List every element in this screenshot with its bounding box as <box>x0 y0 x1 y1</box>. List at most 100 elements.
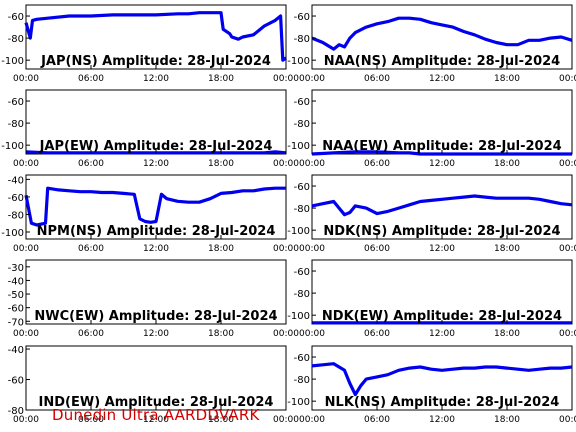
y-tick-label: -100 <box>287 226 310 237</box>
y-tick-label: -40 <box>8 276 24 287</box>
y-tick-label: -100 <box>1 228 24 239</box>
x-tick-label: 18:00 <box>208 415 234 425</box>
y-tick-label: -80 <box>8 119 24 130</box>
panel-0: -60 -80 -100 00:00 06:00 12:00 18:00 00:00JAP(N… <box>1 4 299 84</box>
x-tick-label: 12:00 <box>429 159 455 169</box>
panel-title: NAA(NS) Amplitude: 28-Jul-2024 <box>324 54 560 69</box>
x-tick-label: 00:00 <box>559 329 576 339</box>
panel-title: JAP(NS) Amplitude: 28-Jul-2024 <box>40 54 271 69</box>
y-tick-label: -60 <box>294 182 310 193</box>
x-tick-label: 18:00 <box>494 159 520 169</box>
x-tick-label: 12:00 <box>429 244 455 254</box>
x-tick-label: 12:00 <box>143 415 169 425</box>
y-tick-label: -100 <box>287 397 310 408</box>
y-tick-label: -30 <box>8 263 24 274</box>
y-tick-label: -70 <box>8 317 24 328</box>
y-tick-label: -50 <box>8 290 24 301</box>
y-tick-label: -100 <box>1 56 24 67</box>
x-tick-label: 12:00 <box>429 329 455 339</box>
x-tick-label: 06:00 <box>78 329 104 339</box>
footer-label: Dunedin Ultra AARDDVARK <box>52 406 260 424</box>
x-tick-label: 00:00 <box>559 74 576 84</box>
x-tick-label: 00:00 <box>559 159 576 169</box>
x-tick-label: 00:00 <box>559 415 576 425</box>
x-tick-label: 00:00 <box>559 244 576 254</box>
x-tick-label: 00:00 <box>299 244 325 254</box>
series-line <box>311 16 573 51</box>
y-tick-label: -100 <box>287 311 310 322</box>
panel-7: -60 -80 -100 00:00 06:00 12:00 18:00 00:00 NDK(E… <box>287 259 576 339</box>
panel-3: -60 -80 -100 00:00 06:00 12:00 18:00 00:00 NAA(E… <box>287 89 576 169</box>
series-line <box>25 150 287 155</box>
panel-title: NDK(EW) Amplitude: 28-Jul-2024 <box>322 309 562 324</box>
panel-title: NPM(NS) Amplitude: 28-Jul-2024 <box>37 224 276 239</box>
x-tick-label: 06:00 <box>78 159 104 169</box>
x-tick-label: 00:00 <box>273 159 299 169</box>
x-tick-label: 06:00 <box>364 244 390 254</box>
x-tick-label: 06:00 <box>364 74 390 84</box>
y-tick-label: -40 <box>8 345 24 356</box>
panel-title: NWC(EW) Amplitude: 28-Jul-2024 <box>34 309 277 324</box>
y-tick-label: -80 <box>294 34 310 45</box>
x-tick-label: 18:00 <box>208 329 234 339</box>
series-line <box>24 11 287 62</box>
x-tick-label: 06:00 <box>78 415 104 425</box>
y-tick-label: -60 <box>8 376 24 387</box>
y-tick-label: -40 <box>8 175 24 186</box>
series-line <box>311 194 573 217</box>
x-tick-label: 06:00 <box>78 74 104 84</box>
y-tick-label: -60 <box>294 97 310 108</box>
series-line <box>311 362 573 397</box>
y-tick-label: -80 <box>294 204 310 215</box>
y-tick-label: -60 <box>294 12 310 23</box>
x-tick-label: 00:00 <box>273 74 299 84</box>
y-tick-label: -60 <box>8 12 24 23</box>
y-tick-label: -80 <box>294 375 310 386</box>
y-tick-label: -80 <box>8 210 24 221</box>
x-tick-label: 00:00 <box>13 415 39 425</box>
panel-2: -60 -80 -100 00:00 06:00 12:00 18:00 00:00JAP(E… <box>1 89 299 169</box>
x-tick-label: 06:00 <box>364 159 390 169</box>
panel-title: NDK(NS) Amplitude: 28-Jul-2024 <box>323 224 560 239</box>
y-tick-label: -60 <box>8 193 24 204</box>
panel-title: IND(EW) Amplitude: 28-Jul-2024 <box>39 395 274 410</box>
x-tick-label: 18:00 <box>208 159 234 169</box>
y-tick-label: -100 <box>1 141 24 152</box>
x-tick-label: 00:00 <box>273 329 299 339</box>
x-tick-label: 00:00 <box>273 244 299 254</box>
x-tick-label: 06:00 <box>364 329 390 339</box>
x-tick-label: 00:00 <box>299 74 325 84</box>
x-tick-label: 00:00 <box>299 329 325 339</box>
y-tick-label: -80 <box>8 406 24 417</box>
x-tick-label: 00:00 <box>299 415 325 425</box>
y-tick-label: -60 <box>294 353 310 364</box>
y-tick-label: -100 <box>287 56 310 67</box>
x-tick-label: 12:00 <box>429 415 455 425</box>
x-tick-label: 00:00 <box>299 159 325 169</box>
y-tick-label: -80 <box>294 119 310 130</box>
series-line <box>24 186 286 227</box>
x-tick-label: 18:00 <box>208 244 234 254</box>
x-tick-label: 18:00 <box>494 415 520 425</box>
y-tick-label: -100 <box>287 141 310 152</box>
x-tick-label: 12:00 <box>143 159 169 169</box>
x-tick-label: 06:00 <box>78 244 104 254</box>
y-tick-label: -80 <box>8 34 24 45</box>
x-tick-label: 18:00 <box>494 329 520 339</box>
x-tick-label: 12:00 <box>143 329 169 339</box>
x-tick-label: 00:00 <box>13 244 39 254</box>
y-tick-label: -60 <box>8 304 24 315</box>
series-line <box>311 150 572 156</box>
x-tick-label: 06:00 <box>364 415 390 425</box>
panel-title: NAA(EW) Amplitude: 28-Jul-2024 <box>322 139 561 154</box>
y-tick-label: -80 <box>294 289 310 300</box>
y-tick-label: -60 <box>8 97 24 108</box>
y-tick-label: -60 <box>294 267 310 278</box>
x-tick-label: 00:00 <box>13 329 39 339</box>
panel-title: NLK(NS) Amplitude: 28-Jul-2024 <box>325 395 560 410</box>
x-tick-label: 12:00 <box>143 74 169 84</box>
panel-9: -60-80-10000:0006:0012:0018:0000:00NLK(N… <box>287 345 576 425</box>
